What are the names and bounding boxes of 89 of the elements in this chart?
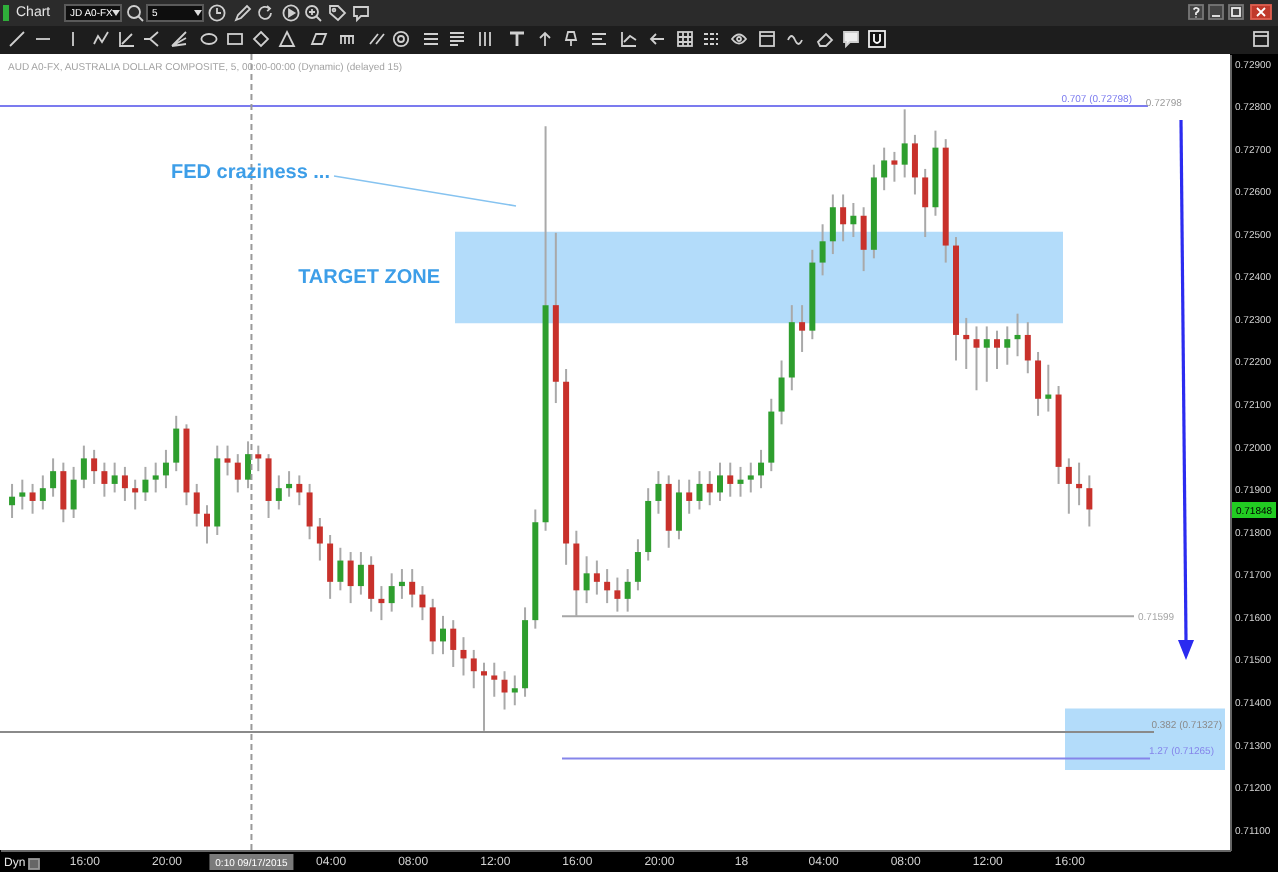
candlestick: [101, 461, 108, 498]
candlestick: [716, 461, 723, 502]
candlestick: [891, 150, 898, 183]
candlestick: [142, 465, 149, 502]
candlestick: [316, 516, 323, 562]
candlestick: [203, 504, 210, 545]
candlestick: [286, 470, 293, 498]
candlestick: [593, 559, 600, 596]
candlestick: [758, 448, 765, 490]
candlestick: [665, 474, 672, 549]
candlestick: [1086, 474, 1093, 528]
candlestick: [481, 661, 488, 732]
candlestick: [655, 470, 662, 515]
candlestick: [696, 470, 703, 511]
candlestick: [850, 201, 857, 239]
candlestick: [470, 648, 477, 690]
candlestick: [306, 482, 313, 541]
candlestick: [327, 534, 334, 600]
candlestick: [234, 453, 241, 494]
candlestick: [604, 568, 611, 605]
candlestick: [634, 538, 641, 592]
candlestick: [152, 461, 159, 494]
candlestick: [398, 568, 405, 600]
candlestick: [460, 636, 467, 677]
candlestick: [193, 482, 200, 528]
candlestick: [922, 167, 929, 239]
candlestick: [368, 555, 375, 613]
candlestick: [80, 444, 87, 490]
candlestick: [675, 478, 682, 541]
candlestick: [511, 674, 518, 707]
candlestick: [439, 614, 446, 656]
band-label: TARGET ZONE: [298, 267, 441, 290]
candlestick: [419, 585, 426, 622]
candlestick: [686, 478, 693, 515]
candlestick: [357, 551, 364, 596]
candlestick: [173, 414, 180, 473]
candlestick: [162, 448, 169, 490]
candlestick: [583, 555, 590, 605]
candlestick: [132, 478, 139, 511]
candlestick: [881, 146, 888, 192]
candlestick: [409, 568, 416, 609]
candlestick: [388, 572, 395, 613]
candlestick: [347, 551, 354, 605]
candlestick: [860, 206, 867, 273]
candlestick: [1035, 350, 1042, 417]
candlestick: [983, 325, 990, 383]
annotation: FED craziness ...: [171, 162, 331, 184]
candlestick: [91, 448, 98, 485]
candlestick: [378, 585, 385, 622]
candlestick: [963, 316, 970, 370]
candlestick: [9, 482, 16, 519]
candlestick: [337, 546, 344, 592]
candlestick: [706, 470, 713, 507]
candlestick: [747, 461, 754, 494]
candlestick: [829, 193, 836, 256]
candlestick: [255, 444, 262, 473]
candlestick: [1045, 363, 1052, 413]
candlestick: [1076, 461, 1083, 507]
candlestick: [450, 619, 457, 668]
candlestick: [911, 133, 918, 196]
candlestick: [429, 597, 436, 656]
candlestick: [727, 461, 734, 498]
candlestick: [501, 670, 508, 711]
candlestick: [50, 457, 57, 498]
candlestick: [39, 474, 46, 511]
candlestick: [491, 661, 498, 698]
candlestick: [1024, 321, 1031, 375]
candlestick: [111, 461, 118, 494]
candlestick: [275, 474, 282, 511]
candlestick: [737, 465, 744, 498]
candlestick: [245, 440, 252, 490]
candlestick: [819, 223, 826, 277]
candlestick: [799, 304, 806, 353]
candlestick: [994, 329, 1001, 370]
candlestick: [901, 108, 908, 179]
candlestick: [60, 461, 67, 524]
candlestick: [973, 325, 980, 392]
candlestick: [70, 465, 77, 519]
candlestick: [1065, 457, 1072, 515]
candlestick: [1004, 325, 1011, 366]
candlestick: [19, 478, 26, 511]
candlestick: [121, 465, 128, 502]
candlestick: [840, 193, 847, 243]
candlestick: [296, 474, 303, 507]
candlestick: [224, 444, 231, 477]
candlestick: [29, 482, 36, 515]
candlestick: [265, 453, 272, 519]
candlestick: [1014, 312, 1021, 358]
candlestick: [778, 359, 785, 426]
